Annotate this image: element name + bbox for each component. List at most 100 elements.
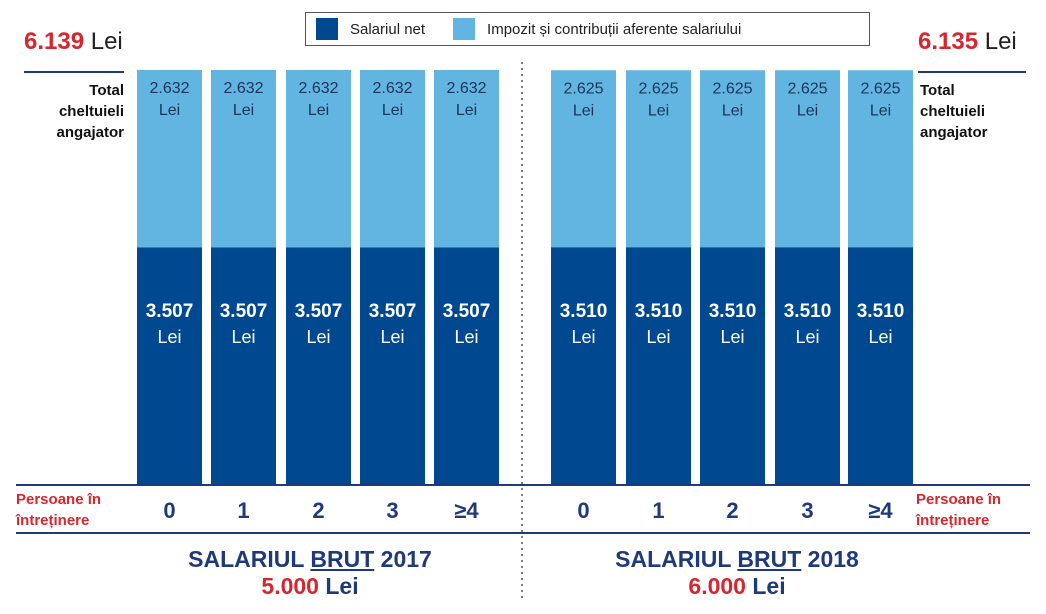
net-unit-label: Lei: [720, 327, 744, 347]
bar-tax: [434, 70, 499, 248]
net-value-label: 3.510: [857, 301, 905, 322]
bar-net: [848, 247, 913, 484]
tax-unit-label: Lei: [870, 102, 891, 119]
tax-value-label: 2.632: [149, 80, 189, 97]
bar-net: [286, 247, 351, 484]
net-unit-label: Lei: [380, 327, 404, 347]
tax-value-label: 2.632: [446, 80, 486, 97]
left-persons-label: Persoane în întreținere: [16, 489, 101, 531]
amount: 5.000: [261, 573, 319, 599]
amount-unit: Lei: [325, 573, 359, 599]
category-label: 2: [726, 498, 738, 523]
left-total-unit: Lei: [90, 28, 123, 55]
net-value-label: 3.510: [784, 301, 832, 322]
tax-unit-label: Lei: [233, 102, 254, 119]
net-unit-label: Lei: [454, 327, 478, 347]
tax-unit-label: Lei: [797, 102, 818, 119]
left-total-label: Total cheltuieli angajator: [20, 80, 124, 143]
amount-unit: Lei: [752, 573, 786, 599]
bar-tax: [551, 70, 616, 248]
legend: Salariul net Impozit și contribuții afer…: [305, 12, 870, 46]
net-value-label: 3.507: [443, 301, 491, 322]
left-divider: [24, 71, 124, 73]
label-line: Persoane în: [916, 491, 1002, 508]
bar-net: [700, 247, 765, 484]
legend-tax: Impozit și contribuții aferente salariul…: [487, 20, 742, 38]
net-unit-label: Lei: [868, 327, 892, 347]
label-line: Persoane în: [16, 491, 102, 508]
label-line: Total: [920, 82, 955, 99]
tax-value-label: 2.632: [372, 80, 412, 97]
net-unit-label: Lei: [306, 327, 330, 347]
title-pre: SALARIUL: [188, 546, 304, 572]
net-unit-label: Lei: [157, 327, 181, 347]
bar-tax: [626, 70, 691, 248]
tax-unit-label: Lei: [308, 102, 329, 119]
tax-unit-label: Lei: [573, 102, 594, 119]
label-line: cheltuieli: [920, 103, 986, 120]
title-pre: SALARIUL: [615, 546, 731, 572]
right-title: SALARIUL BRUT 2018 6.000 Lei: [537, 546, 937, 600]
tax-value-label: 2.625: [712, 80, 752, 97]
category-label: ≥4: [868, 498, 893, 523]
category-label: 0: [577, 498, 589, 523]
left-total: 6.139 Lei: [24, 28, 123, 56]
net-value-label: 3.507: [369, 301, 417, 322]
category-label: 3: [386, 498, 398, 523]
category-label: 1: [652, 498, 664, 523]
category-label: ≥4: [454, 498, 479, 523]
bar-net: [434, 247, 499, 484]
bar-tax: [286, 70, 351, 248]
label-line: întreținere: [916, 512, 990, 529]
category-label: 2: [312, 498, 324, 523]
left-total-value: 6.139: [24, 28, 85, 55]
net-value-label: 3.507: [295, 301, 343, 322]
legend-swatch-net: [316, 18, 338, 40]
bar-tax: [137, 70, 202, 248]
bar-net: [626, 247, 691, 484]
title-year: 2017: [380, 546, 432, 572]
label-line: angajator: [920, 124, 988, 141]
right-divider: [918, 71, 1026, 73]
net-value-label: 3.510: [709, 301, 757, 322]
tax-unit-label: Lei: [456, 102, 477, 119]
tax-unit-label: Lei: [648, 102, 669, 119]
tax-value-label: 2.625: [787, 80, 827, 97]
title-underlined: BRUT: [310, 546, 375, 572]
label-line: Total: [89, 82, 124, 99]
tax-value-label: 2.632: [298, 80, 338, 97]
net-value-label: 3.510: [560, 301, 608, 322]
net-value-label: 3.507: [146, 301, 194, 322]
right-persons-label: Persoane în întreținere: [916, 489, 1001, 531]
legend-swatch-tax: [453, 18, 476, 40]
legend-net: Salariul net: [350, 20, 426, 38]
title-underlined: BRUT: [737, 546, 802, 572]
net-value-label: 3.510: [635, 301, 683, 322]
net-unit-label: Lei: [795, 327, 819, 347]
category-label: 0: [163, 498, 175, 523]
net-unit-label: Lei: [231, 327, 255, 347]
tax-value-label: 2.632: [223, 80, 263, 97]
right-total: 6.135 Lei: [918, 28, 1017, 56]
net-value-label: 3.507: [220, 301, 268, 322]
bar-net: [137, 247, 202, 484]
amount: 6.000: [688, 573, 746, 599]
tax-unit-label: Lei: [722, 102, 743, 119]
label-line: întreținere: [16, 512, 90, 529]
bar-net: [360, 247, 425, 484]
bar-net: [211, 247, 276, 484]
tax-unit-label: Lei: [382, 102, 403, 119]
label-line: cheltuieli: [58, 103, 124, 120]
net-unit-label: Lei: [571, 327, 595, 347]
category-label: 1: [237, 498, 249, 523]
label-line: angajator: [56, 124, 124, 141]
category-label: 3: [801, 498, 813, 523]
net-unit-label: Lei: [646, 327, 670, 347]
right-total-label: Total cheltuieli angajator: [920, 80, 1030, 143]
left-title: SALARIUL BRUT 2017 5.000 Lei: [110, 546, 510, 600]
bar-net: [551, 247, 616, 484]
bar-tax: [848, 70, 913, 248]
bar-tax: [775, 70, 840, 248]
